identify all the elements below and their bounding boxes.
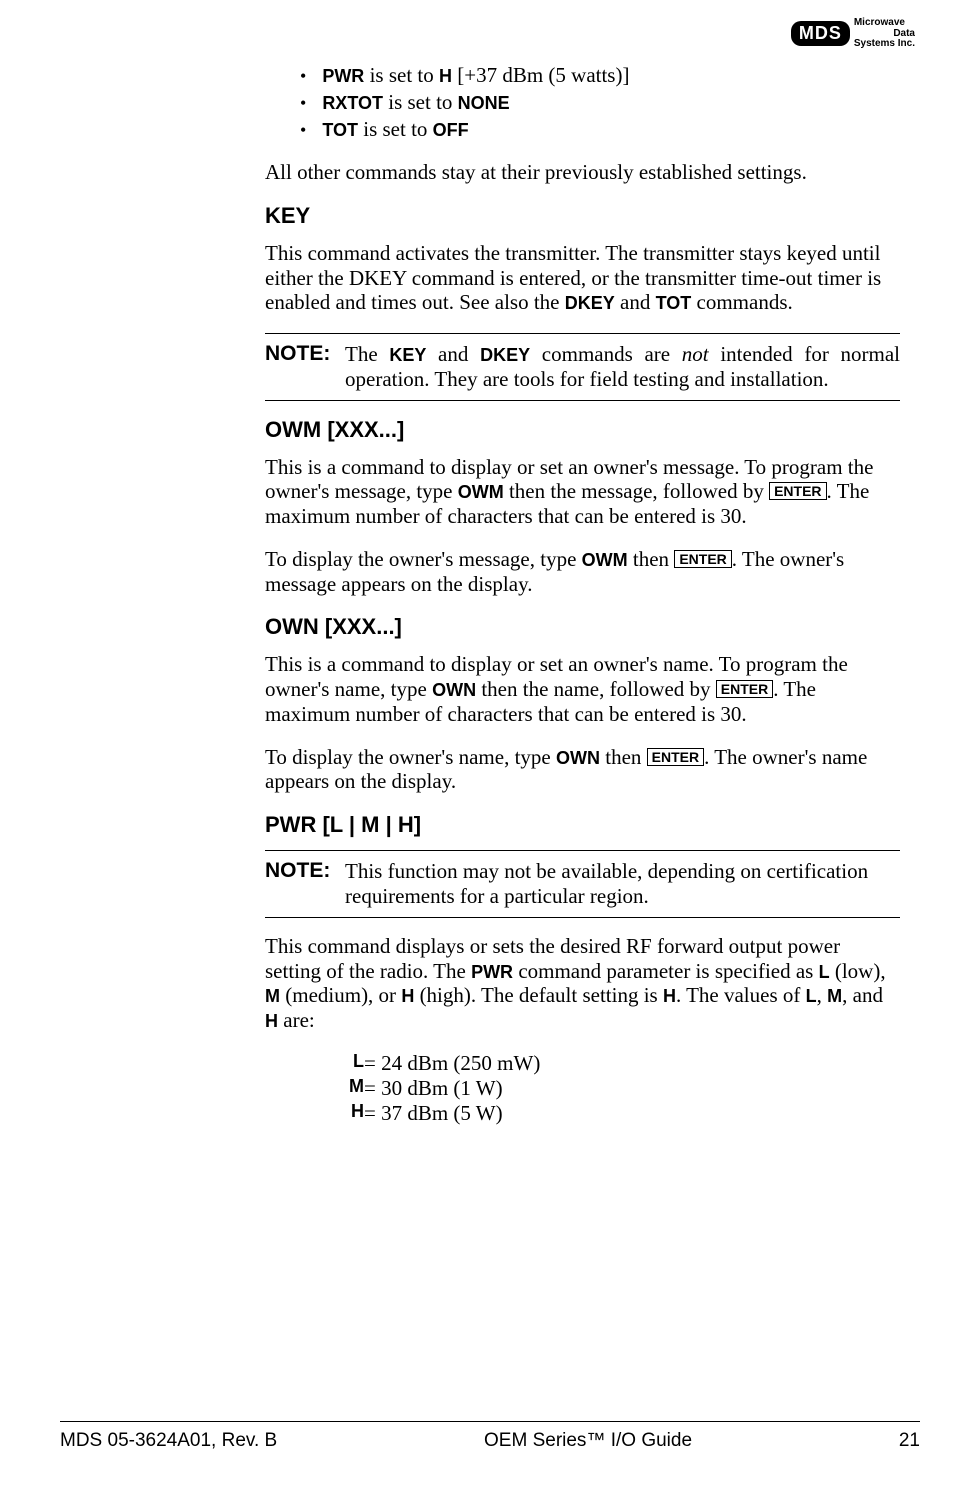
footer-left: MDS 05-3624A01, Rev. B [60, 1430, 277, 1452]
bullet-pwr: PWR is set to H [+37 dBm (5 watts)] [300, 63, 900, 88]
bullet-pwr-val: H [439, 66, 452, 86]
pwr-value-m: M = 30 dBm (1 W) [340, 1076, 900, 1101]
footer-center: OEM Series™ I/O Guide [484, 1430, 692, 1452]
para-own-2: To display the owner's name, type OWN th… [265, 745, 900, 795]
para-own-1: This is a command to display or set an o… [265, 652, 900, 726]
footer-right: 21 [899, 1430, 920, 1452]
enter-key: ENTER [716, 680, 773, 698]
bullet-pwr-cmd: PWR [322, 66, 364, 86]
note-label-2: NOTE: [265, 859, 345, 909]
para-key: This command activates the transmitter. … [265, 241, 900, 315]
para-owm-2: To display the owner's message, type OWM… [265, 547, 900, 597]
bullet-pwr-mid: is set to [364, 63, 439, 87]
heading-owm: OWM [XXX...] [265, 417, 900, 443]
bullet-rxtot-cmd: RXTOT [322, 93, 383, 113]
note-text-2: This function may not be available, depe… [345, 859, 900, 909]
pwr-values-list: L = 24 dBm (250 mW) M = 30 dBm (1 W) H =… [340, 1051, 900, 1127]
para-key-dkey: DKEY [565, 293, 615, 313]
company-logo: MDS Microwave Data Systems Inc. [791, 18, 915, 50]
note-pwr: NOTE: This function may not be available… [265, 850, 900, 918]
heading-pwr: PWR [L | M | H] [265, 812, 900, 838]
bullet-tot-val: OFF [433, 120, 469, 140]
bullet-tot: TOT is set to OFF [300, 117, 900, 142]
logo-line1: Microwave [854, 18, 915, 29]
bullet-rxtot: RXTOT is set to NONE [300, 90, 900, 115]
enter-key: ENTER [769, 482, 826, 500]
note-key-dkey: NOTE: The KEY and DKEY commands are not … [265, 333, 900, 401]
para-pwr: This command displays or sets the desire… [265, 934, 900, 1033]
heading-own: OWN [XXX...] [265, 614, 900, 640]
para-all-other: All other commands stay at their previou… [265, 160, 900, 185]
note-text-1: The KEY and DKEY commands are not intend… [345, 342, 900, 392]
page-footer: MDS 05-3624A01, Rev. B OEM Series™ I/O G… [60, 1421, 920, 1452]
bullet-rxtot-val: NONE [458, 93, 510, 113]
enter-key: ENTER [674, 550, 731, 568]
bullet-pwr-suffix: [+37 dBm (5 watts)] [452, 63, 630, 87]
para-owm-1: This is a command to display or set an o… [265, 455, 900, 529]
para-key-tot: TOT [656, 293, 692, 313]
bullet-tot-mid: is set to [358, 117, 433, 141]
settings-bullets: PWR is set to H [+37 dBm (5 watts)] RXTO… [300, 63, 900, 142]
logo-line3: Systems Inc. [854, 39, 915, 50]
pwr-value-l: L = 24 dBm (250 mW) [340, 1051, 900, 1076]
note-label-1: NOTE: [265, 342, 345, 392]
para-key-end: commands. [691, 290, 792, 314]
heading-key: KEY [265, 203, 900, 229]
logo-text: Microwave Data Systems Inc. [854, 18, 915, 50]
logo-badge: MDS [791, 21, 850, 46]
pwr-value-h: H = 37 dBm (5 W) [340, 1101, 900, 1126]
para-key-and: and [615, 290, 656, 314]
bullet-rxtot-mid: is set to [383, 90, 458, 114]
bullet-tot-cmd: TOT [322, 120, 358, 140]
enter-key: ENTER [647, 748, 704, 766]
